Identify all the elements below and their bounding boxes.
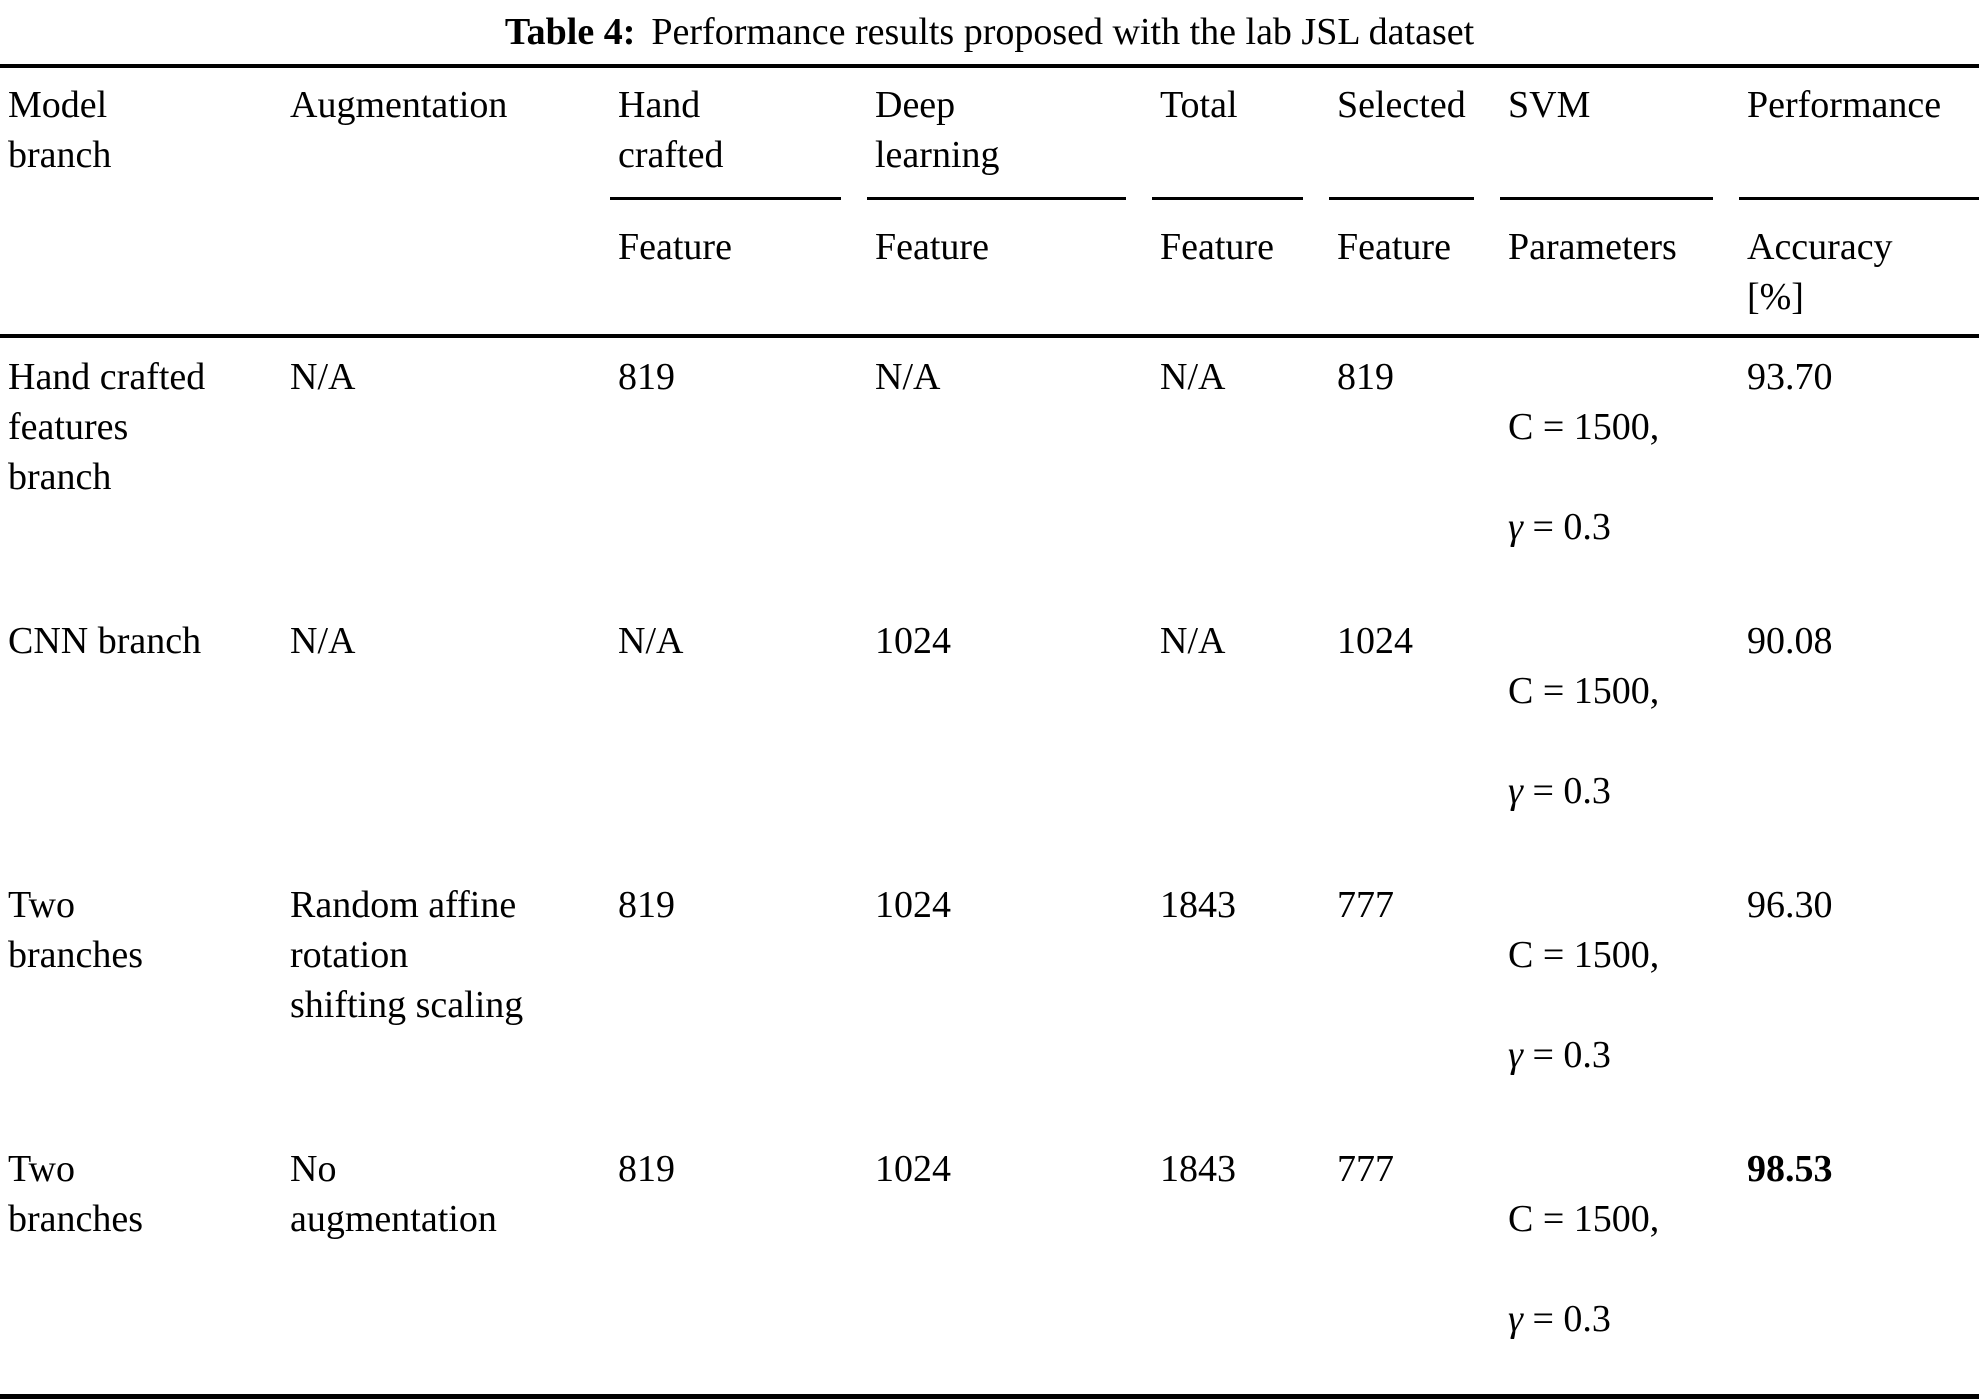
cell-augmentation: N/A	[290, 620, 356, 662]
cell-selected-feature: 777	[1329, 1130, 1500, 1399]
cell-selected-feature: 819	[1337, 356, 1394, 398]
cell-augmentation: Random affine rotation shifting scaling	[290, 884, 524, 1026]
subheader-svm-parameters: Parameters	[1500, 200, 1739, 338]
cell-deep-learning-feature: 1024	[875, 620, 951, 662]
gamma-symbol: γ	[1508, 1034, 1523, 1076]
cell-svm-parameters: C = 1500, γ = 0.3	[1500, 1130, 1739, 1399]
cell-hand-crafted-feature: 819	[618, 356, 675, 398]
cell-model-branch: Two branches	[8, 884, 144, 976]
cell-accuracy-best: 98.53	[1739, 1130, 1979, 1399]
cell-augmentation: N/A	[290, 356, 356, 398]
svm-c-value: C = 1500,	[1508, 670, 1660, 712]
header-group-row: Model branch Augmentation Hand crafted D…	[0, 66, 1979, 338]
cell-hand-crafted-feature: N/A	[618, 620, 684, 662]
svm-c-value: C = 1500,	[1508, 934, 1660, 976]
caption-label: Table 4:	[504, 11, 636, 53]
caption-text: Performance results proposed with the la…	[651, 11, 1475, 53]
header-group-deep-learning: Deep learning	[867, 66, 1152, 200]
table-row: Two branches Random affine rotation shif…	[0, 866, 1979, 1130]
cell-hand-crafted-feature: 819	[610, 1130, 867, 1399]
subheader-hand-crafted-feature: Feature	[610, 200, 867, 338]
table-caption: Table 4: Performance results proposed wit…	[0, 0, 1979, 64]
cell-augmentation: No augmentation	[282, 1130, 610, 1399]
svm-gamma-line: γ = 0.3	[1508, 1030, 1739, 1080]
svm-gamma-line: γ = 0.3	[1508, 1294, 1739, 1344]
cell-model-branch: Two branches	[0, 1130, 282, 1399]
svm-gamma-line: γ = 0.3	[1508, 766, 1739, 816]
gamma-value: = 0.3	[1522, 506, 1611, 548]
gamma-symbol: γ	[1508, 1298, 1523, 1340]
subheader-total-feature: Feature	[1152, 200, 1329, 338]
gamma-value: = 0.3	[1522, 770, 1611, 812]
gamma-value: = 0.3	[1522, 1034, 1611, 1076]
results-table: Model branch Augmentation Hand crafted D…	[0, 64, 1979, 1399]
svm-c-value: C = 1500,	[1508, 1198, 1660, 1240]
cell-selected-feature: 1024	[1337, 620, 1413, 662]
gamma-symbol: γ	[1508, 506, 1523, 548]
gamma-symbol: γ	[1508, 770, 1523, 812]
subheader-accuracy: Accuracy [%]	[1739, 200, 1979, 338]
header-group-selected: Selected	[1329, 66, 1500, 200]
cell-deep-learning-feature: 1024	[875, 884, 951, 926]
cell-total-feature: 1843	[1152, 1130, 1329, 1399]
cell-selected-feature: 777	[1337, 884, 1394, 926]
table-row: Two branches No augmentation 819 1024 18…	[0, 1130, 1979, 1399]
subheader-selected-feature: Feature	[1329, 200, 1500, 338]
gamma-value: = 0.3	[1522, 1298, 1611, 1340]
cell-svm-parameters: C = 1500, γ = 0.3	[1500, 336, 1739, 602]
cell-svm-parameters: C = 1500, γ = 0.3	[1500, 602, 1739, 866]
cell-accuracy: 93.70	[1747, 356, 1833, 398]
header-group-total: Total	[1152, 66, 1329, 200]
header-model-branch: Model branch	[0, 66, 282, 338]
cell-deep-learning-feature: 1024	[867, 1130, 1152, 1399]
header-group-hand-crafted: Hand crafted	[610, 66, 867, 200]
table-row: Hand crafted features branch N/A 819 N/A…	[0, 336, 1979, 602]
header-augmentation: Augmentation	[282, 66, 610, 338]
svm-c-value: C = 1500,	[1508, 406, 1660, 448]
cell-total-feature: 1843	[1160, 884, 1236, 926]
subheader-deep-learning-feature: Feature	[867, 200, 1152, 338]
cell-model-branch: Hand crafted features branch	[8, 356, 206, 498]
header-sub-row: Feature Feature Feature Feature Paramete…	[0, 200, 1979, 338]
cell-model-branch: CNN branch	[8, 620, 202, 662]
cell-accuracy: 96.30	[1747, 884, 1833, 926]
cell-deep-learning-feature: N/A	[875, 356, 941, 398]
header-group-performance: Performance	[1739, 66, 1979, 200]
table-row: CNN branch N/A N/A 1024 N/A 1024 C = 150…	[0, 602, 1979, 866]
cell-svm-parameters: C = 1500, γ = 0.3	[1500, 866, 1739, 1130]
svm-gamma-line: γ = 0.3	[1508, 502, 1739, 552]
cell-accuracy: 90.08	[1747, 620, 1833, 662]
cell-total-feature: N/A	[1160, 356, 1226, 398]
cell-hand-crafted-feature: 819	[618, 884, 675, 926]
cell-total-feature: N/A	[1160, 620, 1226, 662]
header-group-svm: SVM	[1500, 66, 1739, 200]
